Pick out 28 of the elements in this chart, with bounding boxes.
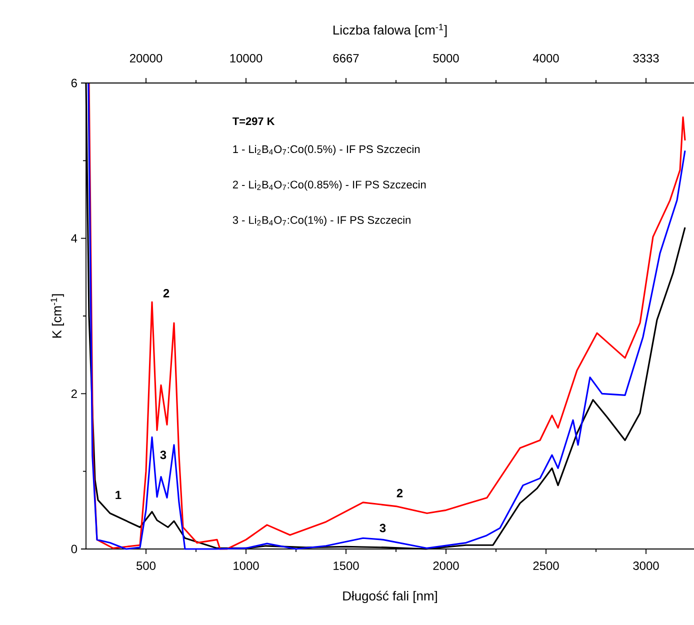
text: 3333	[633, 54, 659, 62]
annotation: 2 - Li$_{2}$B$_{4}$O$_{7}$:Co(0.85%) - IF PS Szczecin	[232, 180, 426, 191]
annotation: 2	[396, 488, 403, 498]
x-axis-title: Długość fali [nm]	[343, 590, 437, 604]
x-tick-label: 1500	[334, 562, 359, 570]
text: 6667	[333, 54, 359, 62]
x-tick-label: 500	[136, 562, 156, 570]
annotation: 2	[163, 288, 170, 298]
text: 5000	[433, 54, 459, 62]
annotation: 1	[116, 490, 122, 500]
annotation: 3 - Li$_{2}$B$_{4}$O$_{7}$:Co(1%) - IF PS Szczecin	[232, 216, 410, 226]
annotation: 1 - Li$_{2}$B$_{4}$O$_{7}$:Co(0.5%) - IF PS Szczecin	[233, 145, 420, 156]
y-tick-label: 2	[71, 389, 77, 398]
y-axis-title: K [cm$^{-1}$]	[50, 294, 64, 338]
annotation: 3	[380, 524, 386, 532]
text: 20000	[130, 54, 162, 62]
x2-axis-title: Liczba falowa [cm$^{-1}$]	[334, 24, 447, 38]
x-tick-label: 1000	[234, 562, 259, 570]
x-tick-label: 2500	[533, 562, 559, 570]
y-tick-label: 0	[71, 544, 78, 554]
x-tick-label: 2000	[433, 562, 459, 570]
annotation: T=297 K	[232, 117, 275, 126]
annotation: 3	[160, 450, 166, 460]
y-tick-label: 6	[71, 78, 77, 88]
text: 10000	[230, 54, 262, 62]
text: 4000	[532, 54, 559, 62]
y-tick-label: 4	[71, 234, 78, 242]
x-tick-label: 3000	[633, 562, 659, 570]
